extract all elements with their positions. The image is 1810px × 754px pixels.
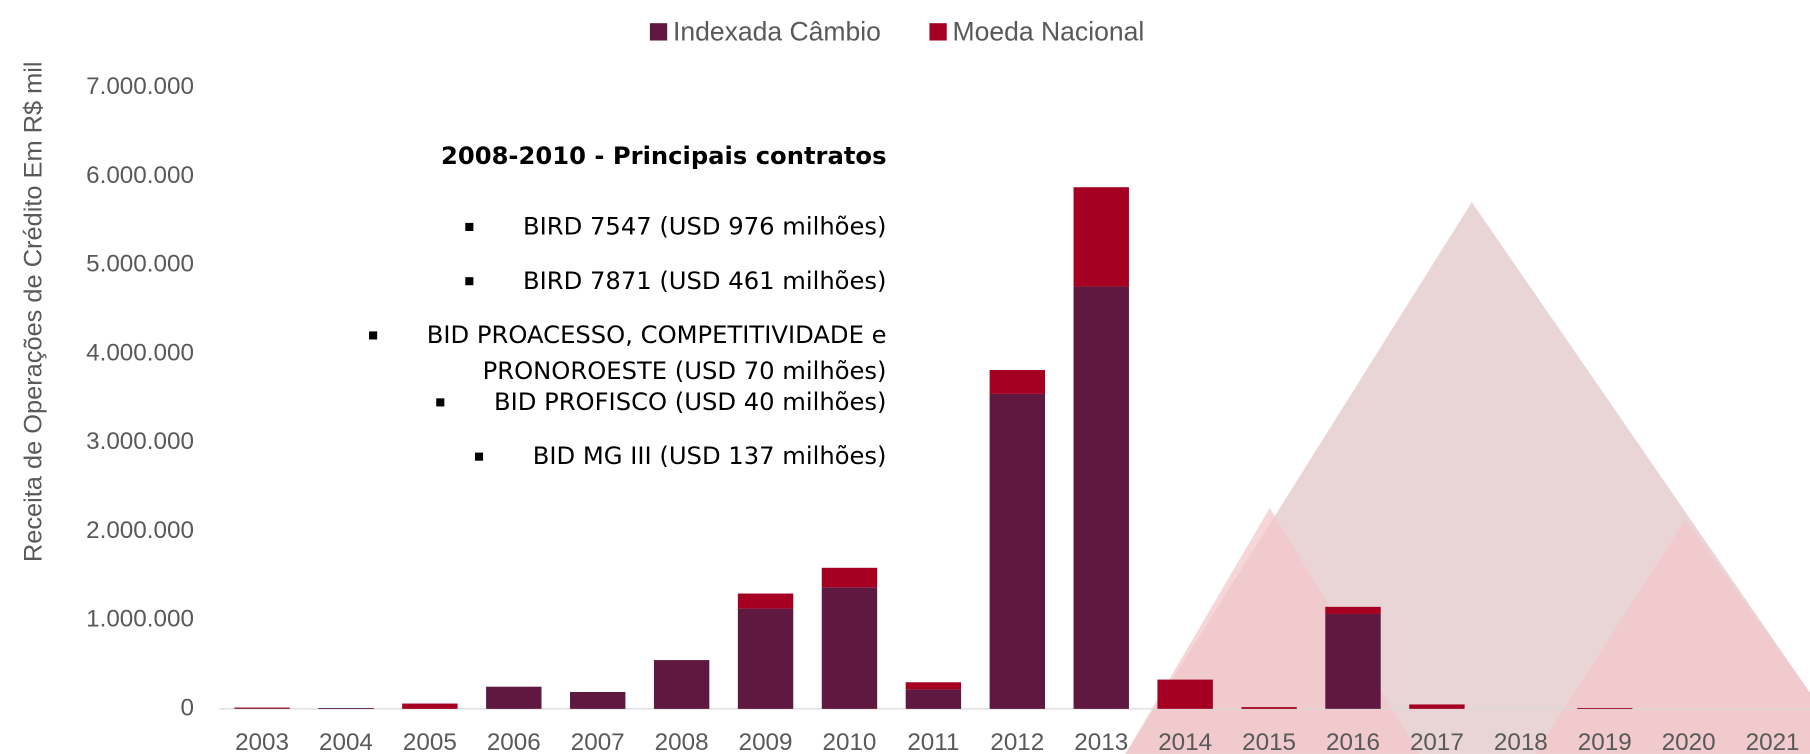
- x-tick-label: 2019: [1578, 729, 1632, 754]
- x-tick-label: 2014: [1158, 729, 1212, 754]
- bullet: [369, 331, 378, 340]
- x-tick-label: 2007: [571, 729, 625, 754]
- bullet: [465, 277, 474, 286]
- bar-segment: [989, 369, 1046, 394]
- y-tick-label: 5.000.000: [86, 251, 194, 278]
- bar-segment: [402, 703, 458, 709]
- bar-segment: [1409, 704, 1465, 709]
- bar-segment: [1325, 606, 1381, 614]
- bar-segment: [737, 593, 794, 609]
- x-tick-label: 2012: [990, 729, 1044, 754]
- y-tick-label: 7.000.000: [86, 73, 194, 100]
- x-tick-label: 2011: [907, 729, 959, 754]
- x-tick-label: 2020: [1662, 729, 1716, 754]
- legend-swatch: [649, 23, 668, 41]
- bar-segment: [821, 567, 878, 588]
- y-tick-label: 6.000.000: [86, 162, 194, 189]
- y-tick-label: 3.000.000: [86, 428, 194, 455]
- x-tick-label: 2018: [1494, 729, 1548, 754]
- decor-triangle: [1535, 519, 1810, 754]
- y-tick-label: 4.000.000: [86, 339, 194, 366]
- bar-segment: [653, 660, 710, 709]
- bar-segment: [737, 608, 794, 709]
- x-tick-label: 2008: [655, 729, 709, 754]
- bar-segment: [989, 393, 1046, 709]
- bullet: [474, 452, 484, 461]
- bar-segment: [905, 682, 962, 690]
- bar-segment: [821, 587, 878, 709]
- annotation-item: PRONOROESTE (USD 70 milhões): [483, 356, 887, 385]
- bar-segment: [1073, 187, 1129, 287]
- x-tick-label: 2004: [319, 729, 373, 754]
- bar-segment: [234, 707, 290, 709]
- x-tick-label: 2017: [1410, 729, 1464, 754]
- bar-segment: [318, 707, 374, 709]
- bar-segment: [1577, 707, 1633, 709]
- x-tick-label: 2010: [823, 729, 877, 754]
- x-tick-label: 2009: [739, 729, 793, 754]
- bar-segment: [1073, 286, 1129, 709]
- x-tick-label: 2015: [1242, 729, 1296, 754]
- bar-segment: [570, 692, 626, 709]
- annotation-item: BID PROFISCO (USD 40 milhões): [494, 387, 887, 416]
- legend-swatch: [929, 23, 947, 41]
- x-tick-label: 2005: [403, 729, 457, 754]
- y-tick-label: 0: [180, 694, 193, 721]
- y-tick-label: 1.000.000: [86, 606, 194, 633]
- bar-segment: [486, 686, 542, 709]
- annotation-item: BIRD 7547 (USD 976 milhões): [523, 212, 887, 241]
- x-tick-label: 2016: [1326, 729, 1380, 754]
- annotation-item: BID MG III (USD 137 milhões): [533, 441, 887, 470]
- annotation-title: 2008-2010 - Principais contratos: [441, 141, 887, 170]
- annotation-item: BID PROACESSO, COMPETITIVIDADE e: [427, 320, 887, 349]
- bullet: [436, 398, 445, 407]
- bar-segment: [1325, 613, 1381, 709]
- bar-segment: [1241, 707, 1297, 709]
- legend-label: Moeda Nacional: [953, 17, 1145, 47]
- y-axis-label: Receita de Operações de Crédito Em R$ mi…: [19, 61, 47, 562]
- x-tick-label: 2003: [235, 729, 289, 754]
- y-tick-label: 2.000.000: [86, 517, 194, 544]
- x-tick-label: 2021: [1746, 729, 1800, 754]
- annotation-item: BIRD 7871 (USD 461 milhões): [523, 266, 887, 295]
- x-tick-label: 2013: [1074, 729, 1128, 754]
- bullet: [465, 222, 474, 231]
- bar-segment: [1157, 679, 1213, 709]
- x-tick-label: 2006: [487, 729, 541, 754]
- legend-label: Indexada Câmbio: [673, 17, 881, 47]
- bar-segment: [905, 689, 962, 709]
